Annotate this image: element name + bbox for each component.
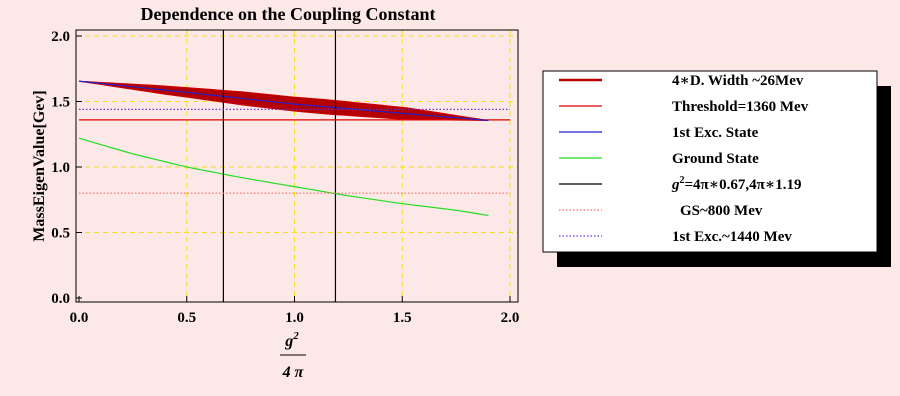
legend-label-threshold: Threshold=1360 Mev (672, 99, 809, 115)
x-tick-label-1: 0.5 (177, 310, 196, 326)
legend-label-first-exc: 1st Exc. State (672, 125, 759, 141)
y-tick-label-1: 0.5 (51, 226, 70, 242)
y-tick-label-2: 1.0 (51, 160, 70, 176)
x-tick-label-0: 0.0 (70, 310, 89, 326)
grid (76, 30, 518, 302)
legend-coupling-g: g (671, 177, 680, 193)
x-tick-label-3: 1.5 (393, 310, 412, 326)
ticks: 0.0 0.5 1.0 1.5 2.0 0.0 0.5 1.0 1.5 2.0 (51, 29, 519, 326)
legend: 4∗D. Width ~26Mev Threshold=1360 Mev 1st… (559, 73, 809, 245)
x-label-g: g (284, 333, 293, 350)
x-tick-label-2: 1.0 (285, 310, 304, 326)
legend-label-gs800: GS~800 Mev (680, 203, 763, 219)
series-line-3 (78, 137, 489, 217)
y-tick-label-4: 2.0 (51, 29, 70, 45)
legend-label-width: 4∗D. Width ~26Mev (672, 73, 804, 89)
x-label-denominator: 4 π (282, 364, 305, 381)
series-group (78, 30, 510, 302)
x-tick-label-4: 2.0 (501, 310, 520, 326)
y-tick-label-0: 0.0 (51, 291, 70, 307)
plot-frame (75, 29, 519, 303)
legend-box (542, 70, 878, 253)
legend-coupling-sup: 2 (680, 175, 685, 186)
legend-label-coupling: g2=4π∗0.67,4π∗1.19 (671, 175, 801, 193)
x-axis-label: g2 4 π (280, 330, 306, 381)
x-label-sup: 2 (292, 330, 299, 342)
legend-label-exc1440: 1st Exc.~1440 Mev (672, 229, 792, 245)
legend-coupling-rest: =4π∗0.67,4π∗1.19 (685, 177, 802, 193)
chart-title: Dependence on the Coupling Constant (140, 4, 435, 24)
svg-text:g2: g2 (284, 330, 299, 350)
legend-label-ground: Ground State (672, 151, 759, 167)
series-line-2 (78, 80, 489, 122)
y-tick-label-3: 1.5 (51, 95, 70, 111)
y-axis-label: MassEigenValue[Gev] (31, 90, 48, 241)
